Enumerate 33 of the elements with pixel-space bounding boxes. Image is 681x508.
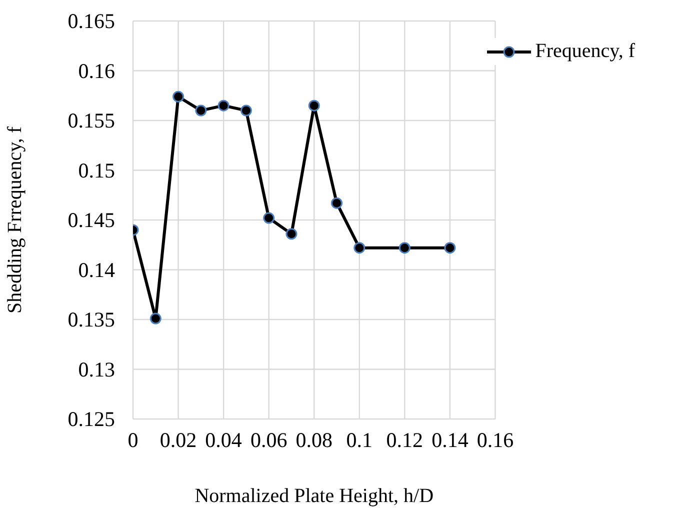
x-tick-label: 0.14	[432, 428, 469, 452]
point	[150, 312, 162, 324]
x-axis-title: Normalized Plate Height, h/D	[194, 485, 434, 507]
y-tick-label: 0.15	[78, 158, 115, 182]
y-tick-label: 0.135	[68, 308, 115, 332]
point	[172, 90, 184, 102]
y-tick-label: 0.125	[68, 407, 115, 431]
x-tick-label: 0.02	[160, 428, 197, 452]
x-tick-label: 0.08	[296, 428, 332, 452]
point	[331, 197, 342, 209]
y-tick-label: 0.16	[78, 58, 115, 83]
point	[263, 212, 275, 224]
x-tick-label: 0.12	[386, 428, 424, 452]
point	[286, 228, 298, 240]
x-tick-label: 0.16	[476, 428, 514, 452]
legend-label: Frequency, f	[535, 40, 635, 63]
y-tick-label: 0.155	[68, 108, 115, 132]
point	[240, 104, 252, 116]
x-tick-label: 0.04	[205, 428, 242, 452]
point	[308, 100, 320, 112]
x-tick-label: 0.1	[346, 428, 373, 452]
y-tick-label: 0.13	[78, 357, 115, 382]
y-tick-label: 0.165	[68, 9, 115, 33]
y-tick-label: 0.14	[78, 258, 116, 282]
point	[218, 100, 230, 112]
point	[354, 242, 366, 254]
y-tick-label: 0.145	[68, 208, 115, 232]
point	[398, 242, 410, 254]
point	[444, 242, 456, 254]
y-axis-title: Shedding Frrequency, f	[4, 126, 26, 314]
x-tick-label: 0	[128, 428, 138, 452]
point	[195, 104, 207, 116]
x-tick-label: 0.06	[250, 428, 288, 452]
